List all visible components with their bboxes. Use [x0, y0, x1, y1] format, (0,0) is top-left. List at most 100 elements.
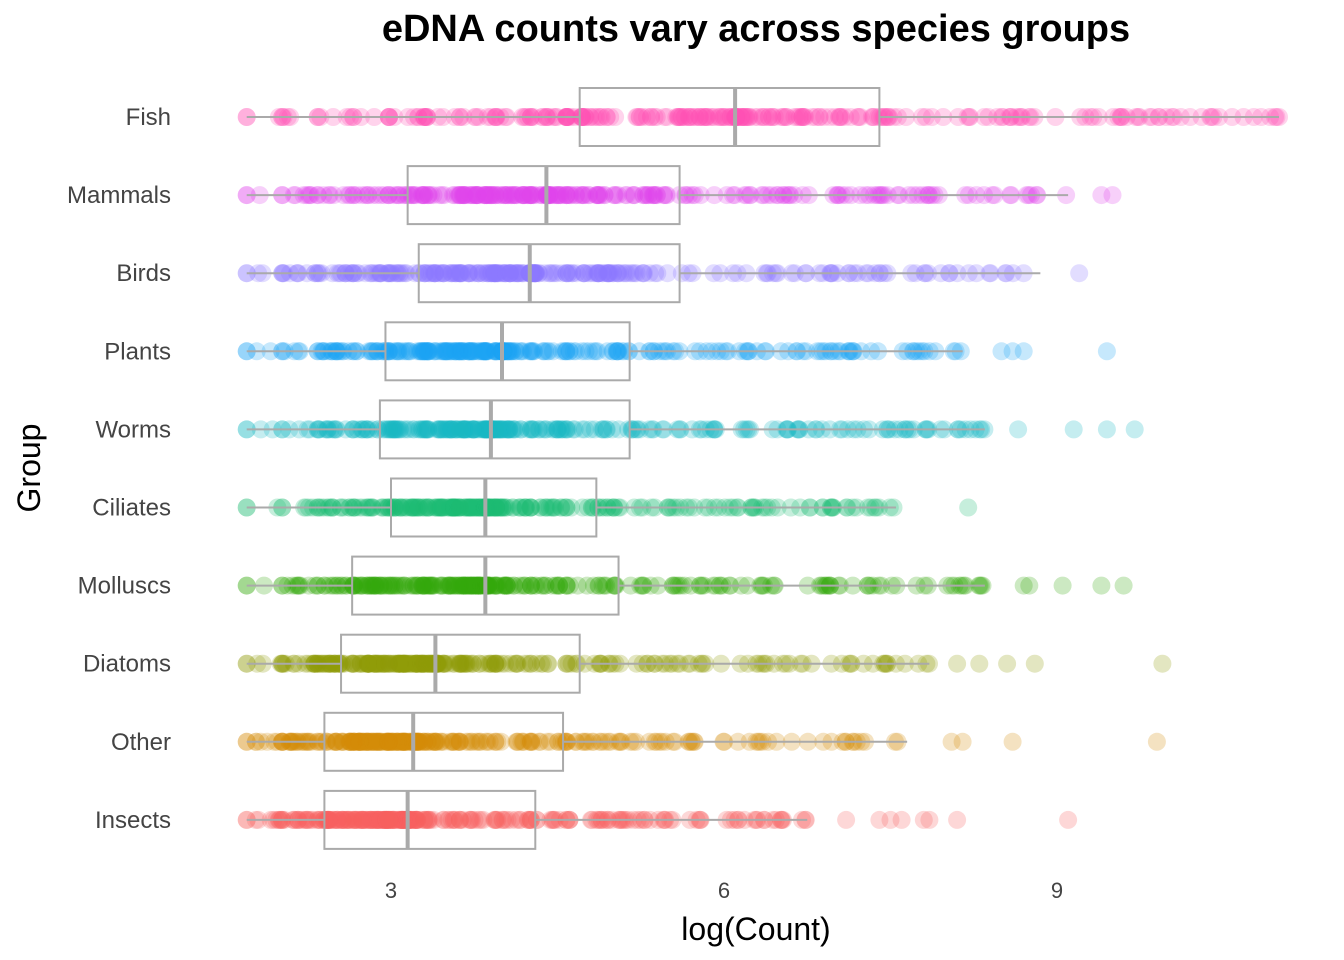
data-point [391, 498, 410, 517]
outlier-point [1003, 732, 1022, 751]
data-point [431, 498, 450, 517]
data-point [443, 420, 462, 439]
data-point [581, 108, 600, 126]
data-point [433, 264, 452, 283]
data-point [461, 498, 480, 517]
data-point [475, 186, 494, 205]
data-point [587, 264, 606, 283]
data-point [449, 576, 468, 595]
data-point [459, 342, 478, 361]
data-point [455, 186, 474, 205]
data-point [474, 342, 493, 361]
data-point [404, 498, 423, 517]
data-point [499, 420, 518, 439]
data-point [421, 186, 440, 205]
data-point [468, 732, 487, 751]
outlier-point [1014, 342, 1033, 361]
data-point [447, 264, 466, 283]
data-point [531, 498, 550, 517]
data-point [604, 342, 622, 361]
data-point [449, 264, 468, 283]
outlier-point [1059, 810, 1078, 829]
data-point [440, 498, 459, 517]
data-point [455, 420, 474, 439]
data-point [585, 264, 604, 283]
data-point [489, 498, 508, 517]
y-tick-label-insects: Insects [95, 807, 171, 834]
data-point [443, 498, 462, 517]
data-point [841, 108, 860, 126]
data-point [508, 264, 527, 283]
data-point [486, 186, 505, 205]
data-point [409, 498, 428, 517]
data-point [753, 108, 772, 126]
data-point [552, 498, 571, 517]
data-point [515, 186, 533, 205]
data-point [616, 186, 635, 205]
data-point [597, 264, 616, 283]
data-point [521, 342, 540, 361]
data-point [594, 420, 613, 439]
data-point [419, 186, 438, 205]
data-point [455, 186, 474, 205]
data-point [444, 498, 463, 517]
data-point [553, 264, 572, 283]
data-point [617, 186, 636, 205]
data-point [608, 264, 627, 283]
data-point [495, 420, 514, 439]
data-point [556, 342, 575, 361]
data-point [606, 108, 625, 126]
data-point [469, 264, 488, 283]
data-point [445, 498, 464, 517]
data-point [496, 264, 515, 283]
data-point [588, 186, 607, 205]
data-point [379, 420, 398, 439]
data-point [507, 186, 526, 205]
data-point [763, 108, 782, 126]
outlier-point [892, 810, 911, 829]
data-point [327, 732, 346, 751]
data-point [419, 186, 438, 205]
data-point [489, 420, 508, 439]
data-point [379, 810, 398, 829]
data-point [460, 420, 479, 439]
data-point [478, 498, 497, 517]
data-point [454, 186, 473, 205]
data-point [566, 342, 585, 361]
data-point [623, 186, 642, 205]
data-point [640, 264, 659, 283]
data-point [595, 186, 614, 205]
data-point [486, 498, 505, 517]
data-point [452, 420, 471, 439]
data-point [379, 342, 398, 361]
data-point [611, 264, 629, 283]
data-point [608, 342, 627, 361]
data-point [521, 186, 540, 205]
data-point [467, 186, 486, 205]
data-point [513, 186, 532, 205]
data-point [497, 264, 516, 283]
data-point [589, 264, 608, 283]
data-point [566, 186, 585, 205]
data-point [634, 186, 653, 205]
data-point [529, 420, 548, 439]
data-point [453, 264, 472, 283]
data-point [553, 420, 572, 439]
data-point [551, 420, 570, 439]
data-point [462, 498, 481, 517]
data-point [447, 420, 466, 439]
data-point [714, 108, 733, 126]
data-point [502, 186, 521, 205]
data-point [710, 108, 729, 126]
data-point [446, 420, 465, 439]
data-point [636, 186, 655, 205]
data-point [639, 186, 658, 205]
data-point [430, 498, 449, 517]
data-point [491, 420, 510, 439]
data-point [386, 420, 405, 439]
data-point [763, 108, 782, 126]
data-point [474, 420, 492, 439]
data-point [459, 342, 477, 361]
data-point [542, 576, 561, 595]
data-point [402, 498, 421, 517]
